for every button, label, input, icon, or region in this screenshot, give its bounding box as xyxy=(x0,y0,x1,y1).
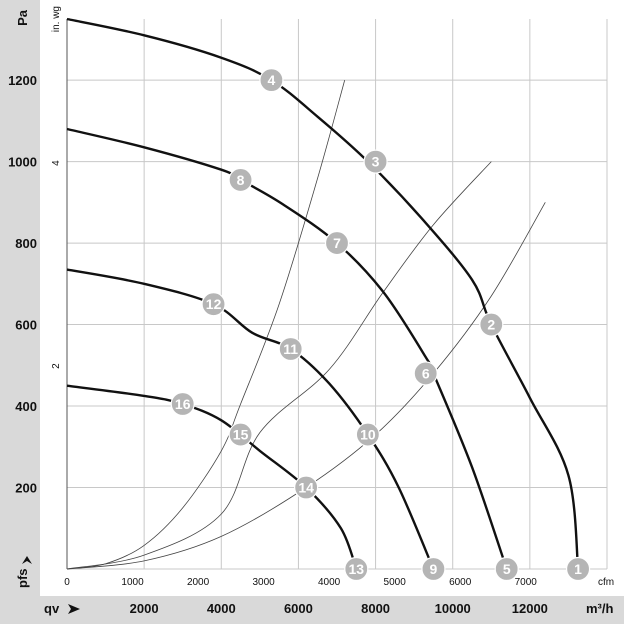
operating-point-label: 8 xyxy=(237,172,245,188)
operating-point-11: 11 xyxy=(278,336,303,362)
x-tick-m3h: 10000 xyxy=(435,601,471,616)
x-tick-m3h: 8000 xyxy=(361,601,390,616)
operating-point-marker xyxy=(228,422,253,447)
operating-point-6: 6 xyxy=(413,361,438,386)
x-tick-cfm: 3000 xyxy=(252,577,275,588)
operating-point-12: 12 xyxy=(201,292,226,317)
operating-point-2: 2 xyxy=(479,312,504,337)
operating-point-label: 13 xyxy=(348,561,364,577)
x-axis-label: qv xyxy=(44,601,60,616)
operating-point-marker xyxy=(413,361,438,386)
operating-point-marker xyxy=(363,149,388,174)
system-curve-3 xyxy=(66,202,546,570)
operating-point-label: 15 xyxy=(233,427,249,443)
x-tick-cfm: 6000 xyxy=(449,577,472,588)
operating-point-1: 1 xyxy=(565,556,591,582)
x-unit-cfm: cfm xyxy=(598,577,614,588)
operating-point-marker xyxy=(421,556,446,582)
x-tick-cfm: 2000 xyxy=(187,577,210,588)
x-axis-arrow-icon xyxy=(68,604,80,614)
operating-point-label: 11 xyxy=(283,341,298,357)
operating-point-marker xyxy=(294,475,319,500)
operating-point-marker xyxy=(259,68,284,93)
operating-point-label: 6 xyxy=(422,365,430,381)
operating-point-8: 8 xyxy=(228,167,253,193)
operating-point-label: 10 xyxy=(360,427,376,443)
operating-point-4: 4 xyxy=(259,68,284,93)
fan-curve-1 xyxy=(66,17,580,570)
operating-point-marker xyxy=(479,312,504,337)
y-tick-inwg: 4 xyxy=(51,160,62,166)
y-axis-arrow-icon xyxy=(22,556,32,564)
x-tick-m3h: 12000 xyxy=(512,601,548,616)
operating-point-14: 14 xyxy=(294,475,319,500)
left-margin-panel xyxy=(0,0,40,624)
operating-point-marker xyxy=(228,167,253,193)
y-tick-pa: 1200 xyxy=(8,73,37,88)
y-tick-inwg: 2 xyxy=(51,363,62,369)
operating-point-label: 7 xyxy=(333,235,341,251)
operating-point-marker xyxy=(324,230,350,256)
operating-point-label: 1 xyxy=(574,561,582,577)
operating-point-marker xyxy=(201,292,226,317)
x-tick-cfm: 1000 xyxy=(121,577,144,588)
operating-point-7: 7 xyxy=(324,230,350,256)
operating-point-3: 3 xyxy=(363,149,388,174)
operating-point-marker xyxy=(344,556,369,582)
operating-point-10: 10 xyxy=(355,422,380,447)
operating-point-label: 3 xyxy=(372,154,380,170)
y-tick-pa: 800 xyxy=(15,236,37,251)
operating-point-label: 12 xyxy=(206,296,222,312)
bottom-margin-panel xyxy=(0,596,624,624)
operating-point-16: 16 xyxy=(170,391,195,417)
operating-point-label: 4 xyxy=(268,72,276,88)
y-tick-pa: 400 xyxy=(15,399,37,414)
y-axis-label: pfs xyxy=(15,569,30,589)
operating-point-marker xyxy=(170,391,195,417)
operating-point-marker xyxy=(565,556,591,582)
y-unit-inwg: in. wg xyxy=(51,6,62,32)
y-tick-pa: 600 xyxy=(15,318,37,333)
operating-point-9: 9 xyxy=(421,556,446,582)
y-tick-pa: 200 xyxy=(15,481,37,496)
x-tick-cfm: 4000 xyxy=(318,577,341,588)
operating-point-5: 5 xyxy=(494,556,519,582)
operating-point-15: 15 xyxy=(228,422,253,447)
operating-point-13: 13 xyxy=(344,556,369,582)
operating-point-label: 16 xyxy=(175,396,191,412)
operating-point-marker xyxy=(494,556,519,582)
grid xyxy=(66,19,608,570)
tick-labels: 2000 4000 6000 8000 10000 12000 0 1000 2000 3000 4… xyxy=(8,73,548,616)
x-tick-m3h: 4000 xyxy=(207,601,236,616)
x-tick-m3h: 6000 xyxy=(284,601,313,616)
operating-point-label: 14 xyxy=(298,480,314,496)
operating-point-marker xyxy=(278,336,303,362)
x-unit-m3h: m³/h xyxy=(586,601,614,616)
x-tick-m3h: 2000 xyxy=(130,601,159,616)
operating-point-marker xyxy=(355,422,380,447)
system-curve-2 xyxy=(66,161,492,570)
x-tick-cfm: 7000 xyxy=(515,577,538,588)
operating-point-label: 5 xyxy=(503,561,511,577)
operating-point-label: 2 xyxy=(487,317,495,333)
operating-point-label: 9 xyxy=(430,561,438,577)
x-tick-cfm: 5000 xyxy=(384,577,407,588)
y-tick-pa: 1000 xyxy=(8,155,37,170)
x-tick-cfm: 0 xyxy=(64,577,70,588)
y-unit-pa: Pa xyxy=(15,9,30,26)
